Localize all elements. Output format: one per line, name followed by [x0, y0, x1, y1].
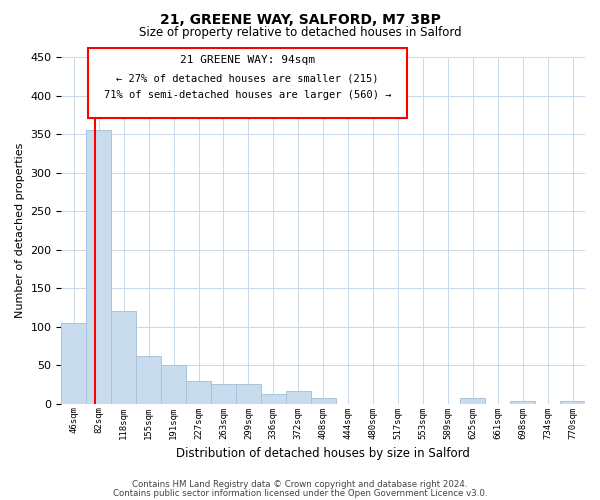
- Bar: [111, 311, 136, 404]
- Bar: [161, 365, 186, 404]
- Bar: [236, 384, 261, 404]
- Text: 21, GREENE WAY, SALFORD, M7 3BP: 21, GREENE WAY, SALFORD, M7 3BP: [160, 12, 440, 26]
- Text: 71% of semi-detached houses are larger (560) →: 71% of semi-detached houses are larger (…: [104, 90, 391, 100]
- Bar: [560, 402, 585, 404]
- Bar: [136, 356, 161, 404]
- Bar: [311, 398, 335, 404]
- Text: Contains public sector information licensed under the Open Government Licence v3: Contains public sector information licen…: [113, 488, 487, 498]
- FancyBboxPatch shape: [88, 48, 407, 118]
- Bar: [460, 398, 485, 404]
- Bar: [211, 384, 236, 404]
- Text: Size of property relative to detached houses in Salford: Size of property relative to detached ho…: [139, 26, 461, 39]
- Bar: [510, 402, 535, 404]
- Bar: [86, 130, 111, 404]
- Text: Contains HM Land Registry data © Crown copyright and database right 2024.: Contains HM Land Registry data © Crown c…: [132, 480, 468, 489]
- Bar: [186, 380, 211, 404]
- Y-axis label: Number of detached properties: Number of detached properties: [15, 142, 25, 318]
- Text: ← 27% of detached houses are smaller (215): ← 27% of detached houses are smaller (21…: [116, 74, 379, 84]
- Text: 21 GREENE WAY: 94sqm: 21 GREENE WAY: 94sqm: [180, 56, 315, 66]
- X-axis label: Distribution of detached houses by size in Salford: Distribution of detached houses by size …: [176, 447, 470, 460]
- Bar: [261, 394, 286, 404]
- Bar: [61, 323, 86, 404]
- Bar: [286, 390, 311, 404]
